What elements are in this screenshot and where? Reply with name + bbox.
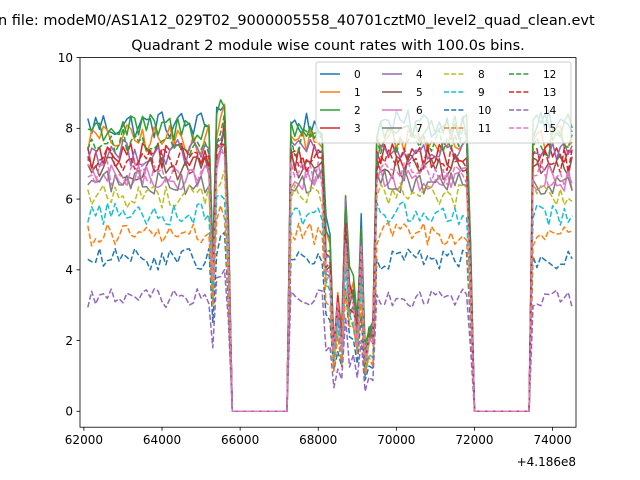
legend-label: 7 (416, 123, 423, 135)
legend-label: 3 (354, 123, 361, 135)
legend-label: 10 (478, 105, 491, 117)
y-tick-label: 0 (65, 405, 73, 419)
legend-label: 14 (543, 105, 557, 117)
y-tick-label: 6 (65, 192, 73, 206)
y-axis: 0 2 4 6 8 10 (58, 51, 80, 419)
legend-label: 0 (354, 69, 361, 81)
x-tick-label: 70000 (377, 433, 415, 447)
legend-label: 5 (416, 87, 423, 99)
legend-label: 13 (543, 87, 556, 99)
legend-label: 2 (354, 105, 361, 117)
series-line-15 (87, 144, 573, 413)
legend-label: 15 (543, 123, 556, 135)
x-tick-label: 74000 (533, 433, 571, 447)
legend-label: 9 (478, 87, 485, 99)
plot-frame (79, 57, 577, 428)
legend-label: 1 (354, 87, 361, 99)
series-line-13 (87, 143, 573, 413)
x-axis-offset-label: +4.186e8 (517, 455, 576, 469)
series-line-9 (87, 194, 573, 413)
chart-title: Quadrant 2 module wise count rates with … (131, 38, 525, 54)
legend-label: 12 (543, 69, 556, 81)
legend-label: 11 (478, 123, 491, 135)
legend-label: 4 (416, 69, 423, 81)
y-tick-label: 8 (65, 122, 73, 136)
x-axis: 62000 64000 66000 68000 70000 72000 74000 (65, 427, 572, 447)
x-tick-label: 62000 (65, 433, 103, 447)
series-layer (87, 99, 573, 413)
x-tick-label: 68000 (299, 433, 337, 447)
x-tick-label: 66000 (221, 433, 259, 447)
legend-label: 8 (478, 69, 485, 81)
legend-label: 6 (416, 105, 423, 117)
x-tick-label: 64000 (143, 433, 181, 447)
y-tick-label: 4 (65, 263, 73, 277)
y-tick-label: 2 (65, 334, 73, 348)
legend-box (315, 61, 572, 144)
x-tick-label: 72000 (455, 433, 493, 447)
y-tick-label: 10 (58, 51, 73, 65)
figure-suptitle: n file: modeM0/AS1A12_029T02_9000005558_… (0, 13, 595, 29)
